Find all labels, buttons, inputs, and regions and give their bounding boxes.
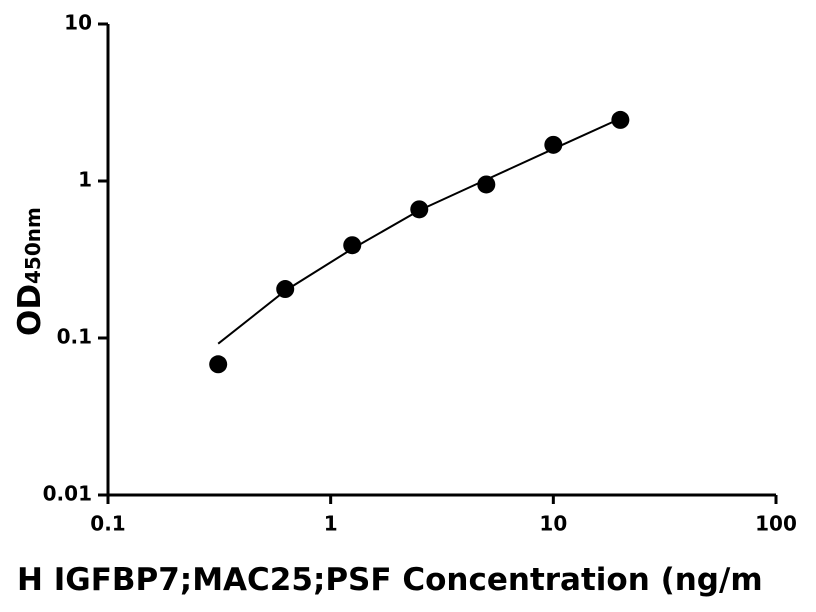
- data-point: [611, 110, 630, 129]
- x-tick-label: 1: [324, 512, 338, 536]
- y-axis-label-group: OD 450nm: [12, 207, 48, 336]
- y-tick-label: 10: [64, 11, 92, 35]
- data-point: [343, 236, 362, 255]
- fit-curve: [217, 117, 621, 345]
- y-axis-label: OD: [12, 284, 48, 336]
- data-point: [544, 135, 563, 154]
- y-tick-label: 0.01: [43, 482, 92, 506]
- y-tick-label: 0.1: [57, 325, 92, 349]
- data-point: [276, 280, 295, 299]
- data-point: [209, 355, 228, 374]
- x-tick-label: 0.1: [90, 512, 125, 536]
- x-axis-label: H IGFBP7;MAC25;PSF Concentration (ng/m: [17, 562, 763, 598]
- y-tick-label: 1: [78, 168, 92, 192]
- x-tick-label: 100: [755, 512, 797, 536]
- y-axis-label-sub: 450nm: [21, 207, 45, 284]
- data-point: [410, 200, 429, 219]
- x-tick-label: 10: [539, 512, 567, 536]
- data-point: [477, 175, 496, 194]
